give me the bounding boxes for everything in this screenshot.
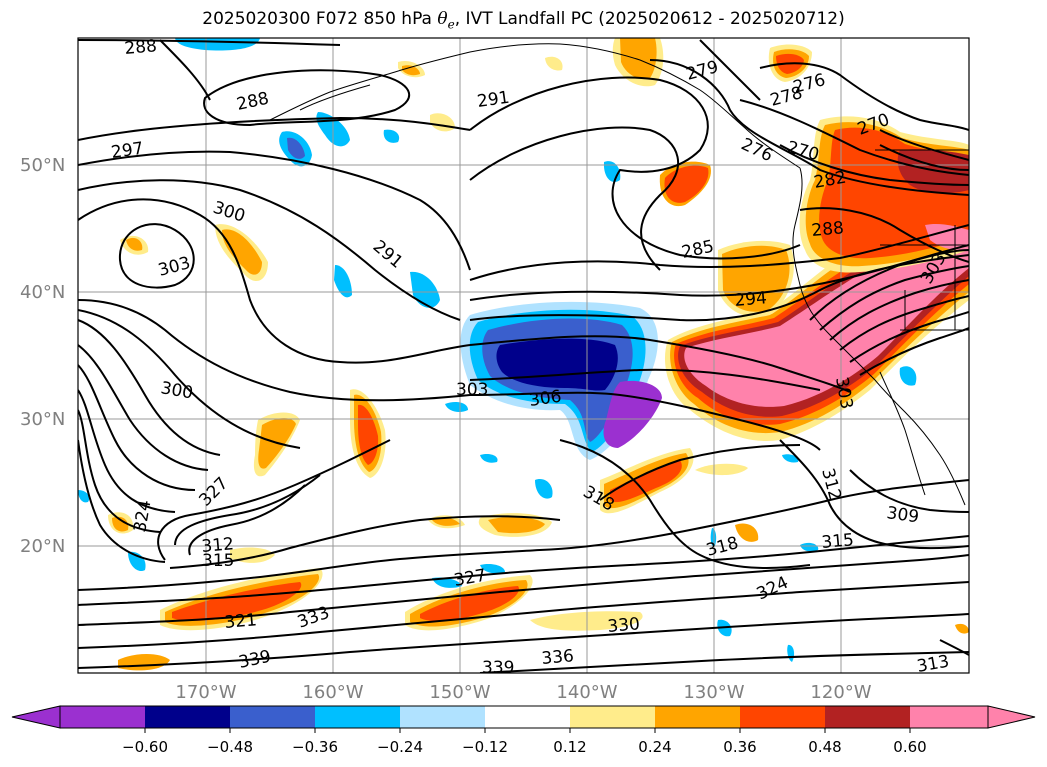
- longitude-labels: 170°W 160°W 150°W 140°W 130°W 120°W: [175, 682, 871, 703]
- lon-label: 150°W: [429, 682, 490, 703]
- colorbar-tick-label: 0.36: [723, 738, 756, 756]
- contour-label: 312: [201, 534, 235, 557]
- lon-label: 160°W: [302, 682, 363, 703]
- contour-label: 303: [456, 380, 488, 400]
- colorbar-tick-label: 0.60: [893, 738, 926, 756]
- colorbar-segment: [60, 706, 145, 728]
- colorbar-overflow: [987, 705, 1036, 729]
- colorbar-segment: [655, 706, 740, 728]
- colorbar-segment: [400, 706, 485, 728]
- colorbar-segment: [230, 706, 315, 728]
- negative-anomaly-purple: [603, 380, 662, 448]
- contour-label: 321: [224, 610, 258, 633]
- colorbar: −0.60 −0.48 −0.36 −0.24 −0.12 0.12 0.24 …: [11, 705, 1036, 756]
- lat-label: 30°N: [20, 409, 65, 430]
- lat-label: 50°N: [20, 155, 65, 176]
- colorbar-segment: [315, 706, 400, 728]
- lon-label: 130°W: [683, 682, 744, 703]
- contour-label: 315: [202, 551, 234, 571]
- contour-label: 339: [482, 658, 514, 678]
- lat-label: 20°N: [20, 536, 65, 557]
- colorbar-segment: [910, 706, 988, 728]
- contour-label: 294: [734, 288, 768, 311]
- contour-label: 288: [811, 218, 845, 241]
- lon-label: 140°W: [556, 682, 617, 703]
- colorbar-underflow: [11, 705, 61, 729]
- colorbar-segment: [740, 706, 825, 728]
- plot-frame: [77, 37, 970, 674]
- lon-label: 170°W: [175, 682, 236, 703]
- contour-label: 291: [476, 88, 511, 112]
- lon-label: 120°W: [810, 682, 871, 703]
- colorbar-segment: [570, 706, 655, 728]
- lat-label: 40°N: [20, 282, 65, 303]
- colorbar-tick-label: −0.24: [377, 738, 423, 756]
- colorbar-segment: [485, 706, 570, 728]
- colorbar-segment: [145, 706, 230, 728]
- colorbar-segment: [825, 706, 910, 728]
- contour-label: 315: [821, 530, 855, 553]
- colorbar-tick-label: −0.48: [207, 738, 253, 756]
- theta-e-contours: [78, 39, 969, 673]
- colorbar-tick-label: −0.36: [292, 738, 338, 756]
- colorbar-tick-label: −0.12: [462, 738, 508, 756]
- colorbar-tick-label: 0.48: [808, 738, 841, 756]
- contour-label: 288: [124, 36, 158, 59]
- colorbar-tick-label: 0.24: [638, 738, 671, 756]
- positive-anomaly-pink: [684, 236, 969, 407]
- contour-label: 306: [528, 387, 563, 411]
- colorbar-tick-label: 0.12: [553, 738, 586, 756]
- contour-label: 309: [885, 503, 920, 527]
- colorbar-tick-label: −0.60: [122, 738, 168, 756]
- map-title: 2025020300 F072 850 hPa θe, IVT Landfall…: [202, 9, 845, 32]
- contour-label: 336: [541, 646, 575, 669]
- latitude-labels: 50°N 40°N 30°N 20°N: [20, 155, 65, 557]
- contour-label: 330: [607, 614, 641, 637]
- contour-label: 297: [110, 139, 145, 163]
